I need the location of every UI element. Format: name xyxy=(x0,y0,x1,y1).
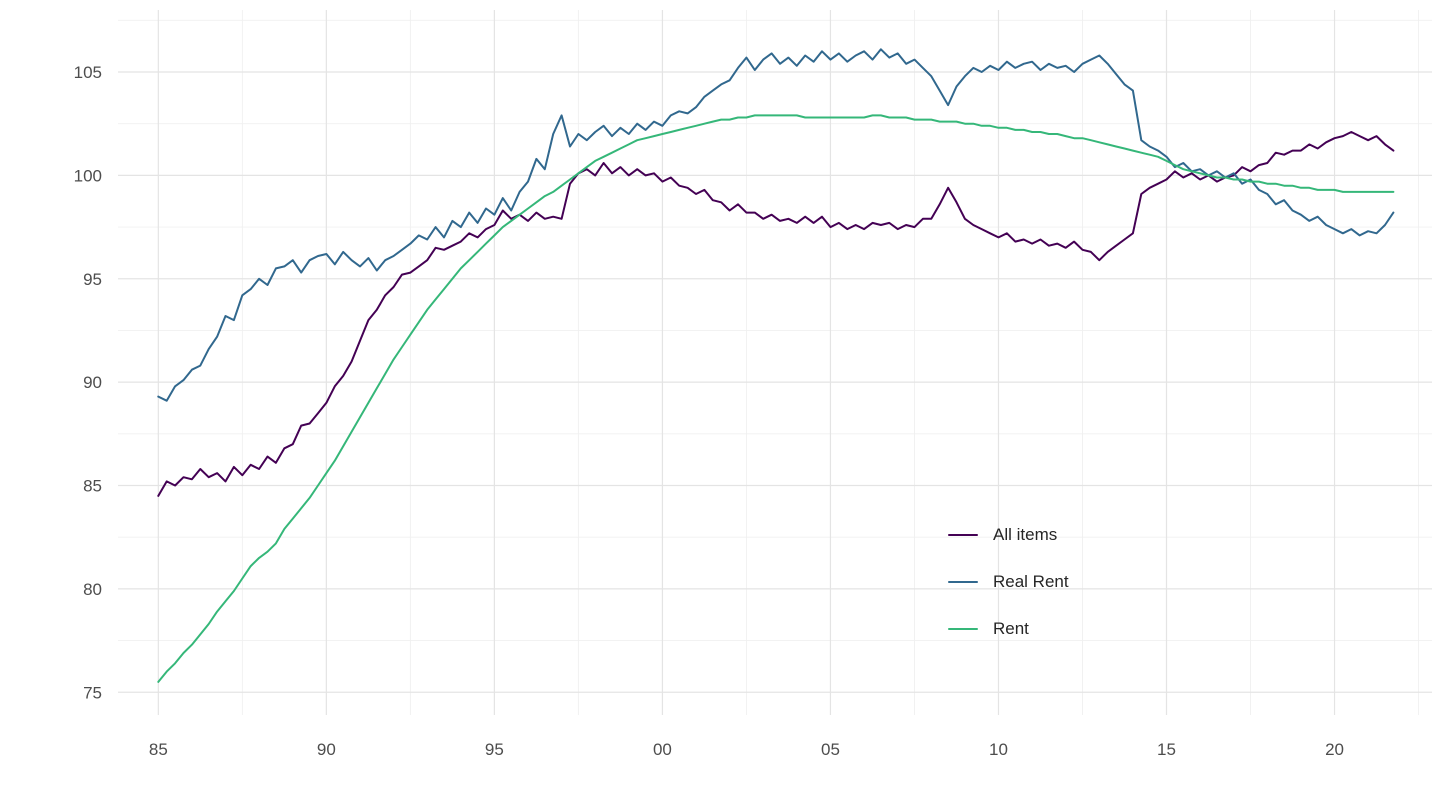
y-axis-tick-label: 95 xyxy=(83,270,102,289)
legend-item-real-rent: Real Rent xyxy=(948,571,1069,593)
series-line-real-rent xyxy=(157,48,1395,402)
legend-item-rent: Rent xyxy=(948,618,1069,640)
x-axis-tick-label: 00 xyxy=(653,740,672,759)
legend-label-all-items: All items xyxy=(993,525,1058,544)
x-axis-tick-label: 85 xyxy=(149,740,168,759)
legend-line-swatch-real-rent xyxy=(948,580,978,584)
legend-label-rent: Rent xyxy=(993,619,1029,638)
legend-line-swatch-all-items xyxy=(948,533,978,537)
y-axis-tick-label: 105 xyxy=(74,63,102,82)
legend-line-swatch-rent xyxy=(948,627,978,631)
x-axis-tick-label: 10 xyxy=(989,740,1008,759)
y-axis-tick-label: 90 xyxy=(83,373,102,392)
x-axis-tick-label: 90 xyxy=(317,740,336,759)
x-axis-tick-label: 20 xyxy=(1325,740,1344,759)
x-axis-tick-label: 15 xyxy=(1157,740,1176,759)
series-line-all-items xyxy=(157,131,1395,497)
y-axis-tick-label: 85 xyxy=(83,477,102,496)
legend-item-all-items: All items xyxy=(948,524,1069,546)
legend-label-real-rent: Real Rent xyxy=(993,572,1069,591)
chart-legend: All items Real Rent Rent xyxy=(948,524,1069,640)
y-axis-tick-label: 75 xyxy=(83,683,102,702)
series-line-rent xyxy=(157,114,1395,683)
x-axis-tick-label: 05 xyxy=(821,740,840,759)
y-axis-tick-label: 80 xyxy=(83,580,102,599)
x-axis-tick-label: 95 xyxy=(485,740,504,759)
y-axis-tick-label: 100 xyxy=(74,166,102,185)
